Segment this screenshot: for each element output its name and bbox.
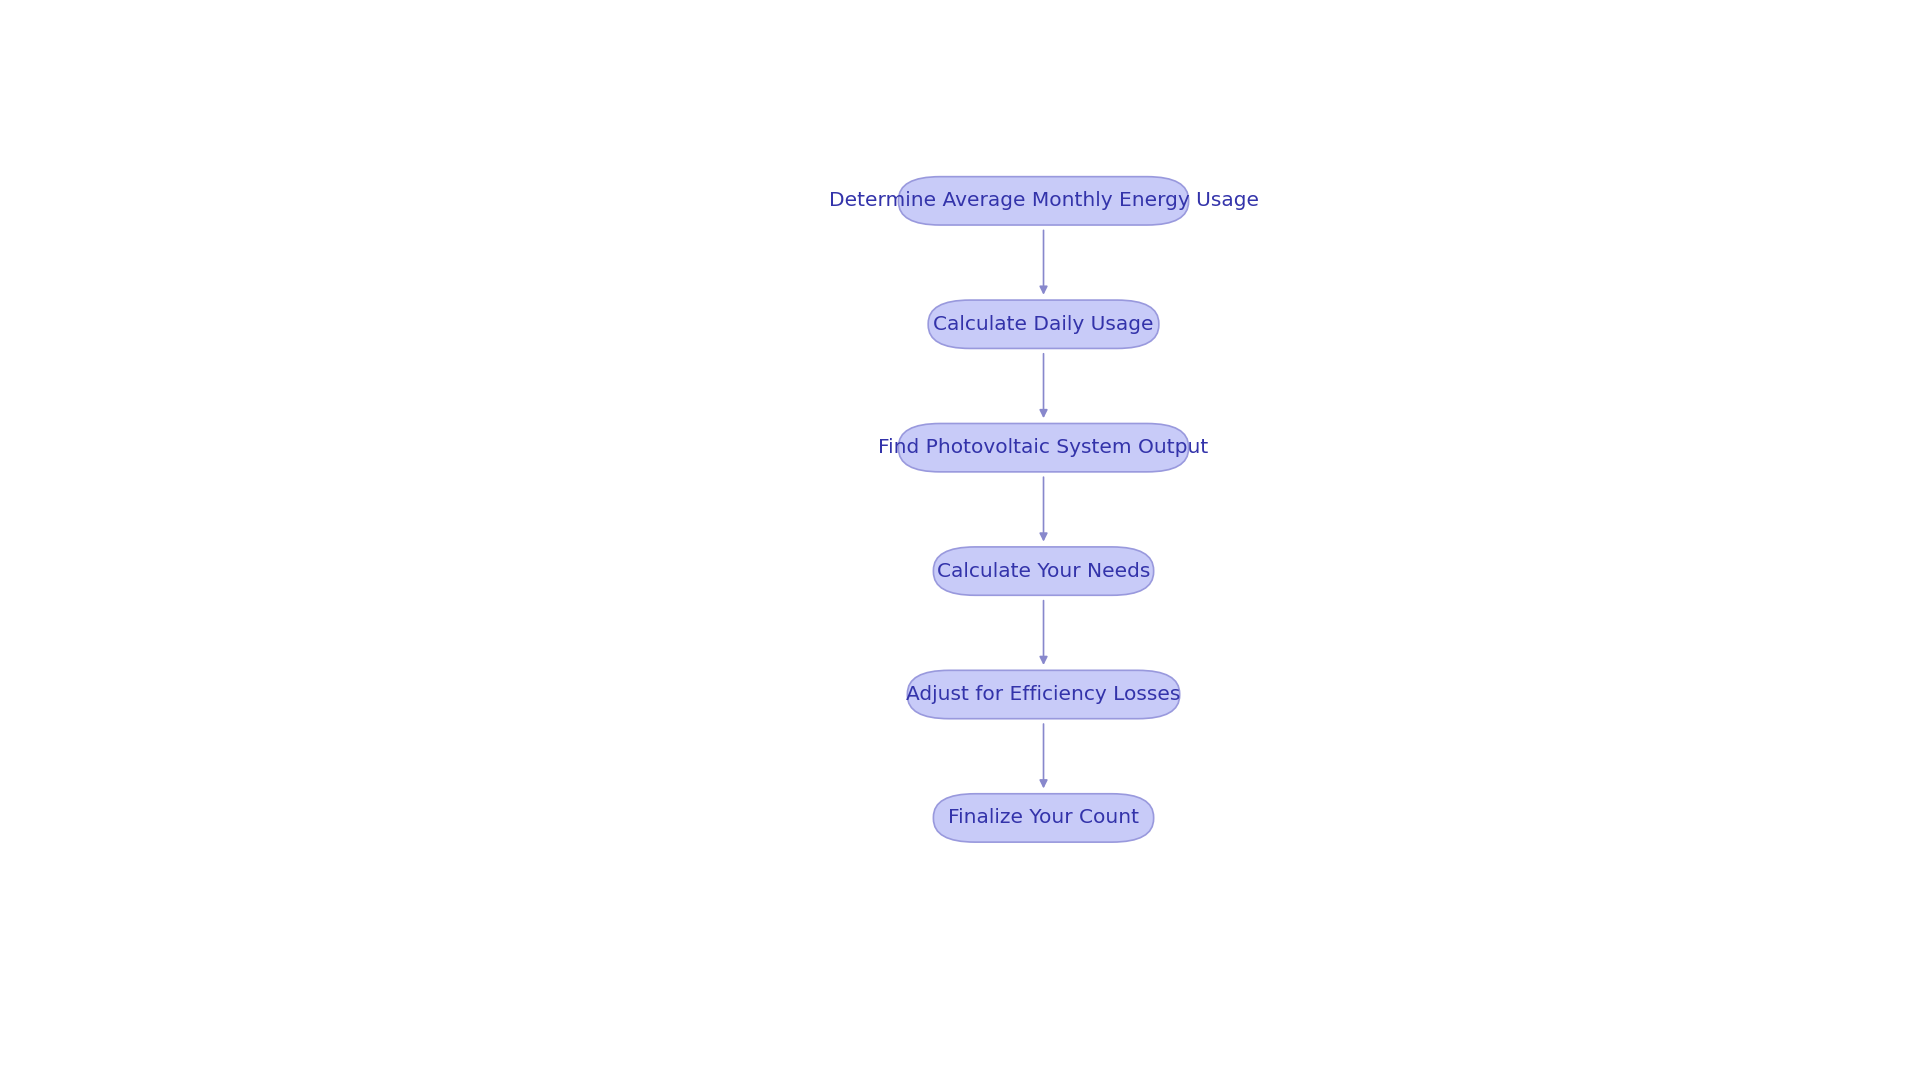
FancyBboxPatch shape [933, 794, 1154, 843]
Text: Finalize Your Count: Finalize Your Count [948, 808, 1139, 827]
FancyBboxPatch shape [927, 300, 1160, 349]
Text: Determine Average Monthly Energy Usage: Determine Average Monthly Energy Usage [829, 192, 1258, 210]
Text: Calculate Your Needs: Calculate Your Needs [937, 562, 1150, 580]
Text: Adjust for Efficiency Losses: Adjust for Efficiency Losses [906, 686, 1181, 704]
FancyBboxPatch shape [908, 670, 1179, 719]
FancyBboxPatch shape [899, 177, 1188, 225]
Text: Calculate Daily Usage: Calculate Daily Usage [933, 315, 1154, 334]
FancyBboxPatch shape [933, 547, 1154, 596]
FancyBboxPatch shape [899, 423, 1188, 472]
Text: Find Photovoltaic System Output: Find Photovoltaic System Output [877, 439, 1210, 457]
